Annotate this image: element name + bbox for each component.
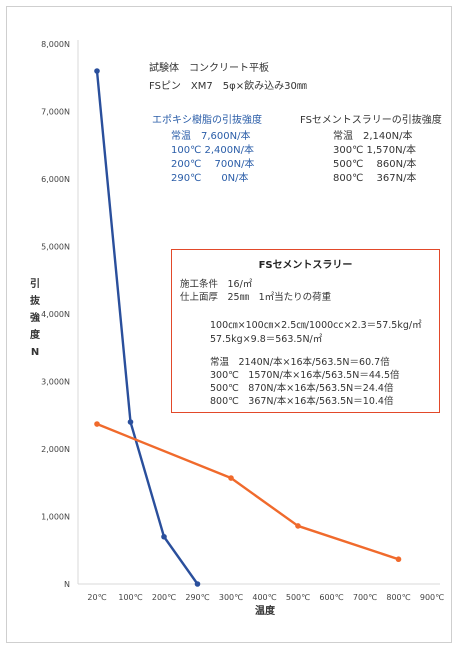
box-title: FSセメントスラリー: [258, 260, 353, 271]
cement-title: FSセメントスラリーの引抜強度: [300, 115, 442, 126]
data-point: [295, 523, 301, 529]
x-tick-label: 900℃: [420, 593, 444, 602]
box-line: 仕上面厚 25㎜ 1㎡当たりの荷重: [180, 292, 332, 303]
x-tick-label: 20℃: [87, 593, 106, 602]
x-tick-labels: 20℃ 100℃ 200℃ 290℃ 300℃ 400℃ 500℃ 600℃ 700℃ 800℃ 9…: [87, 593, 444, 602]
data-point: [395, 556, 402, 563]
epoxy-row: 290℃ 0N/本: [171, 173, 249, 184]
cement-row: 800℃ 367N/本: [333, 173, 417, 184]
y-tick-label: 3,000N: [41, 378, 70, 387]
data-point: [161, 533, 167, 540]
x-tick-label: 600℃: [319, 593, 343, 602]
epoxy-row: 100℃ 2,400N/本: [171, 145, 254, 156]
x-tick-label: 500℃: [286, 593, 310, 602]
y-tick-label: 8,000N: [41, 40, 70, 49]
box-line: 57.5kg×9.8＝563.5N/㎡: [210, 334, 323, 345]
data-point: [228, 475, 234, 481]
x-tick-label: 300℃: [219, 593, 243, 602]
y-tick-label: 6,000N: [41, 175, 70, 184]
box-line: 常温 2140N/本×16本/563.5N＝60.7倍: [210, 357, 390, 368]
series-group: [94, 68, 402, 587]
y-tick-label: 5,000N: [41, 243, 70, 252]
y-tick-labels: N 1,000N 2,000N 3,000N 4,000N 5,000N 6,000N 7,0…: [41, 40, 70, 589]
series-line-2: [96, 422, 399, 561]
x-tick-label: 700℃: [353, 593, 377, 602]
box-line: 500℃ 870N/本×16本/563.5N＝24.4倍: [210, 383, 394, 394]
y-tick-label: 4,000N: [41, 310, 70, 319]
data-point: [94, 68, 100, 74]
data-point: [194, 581, 201, 587]
cement-row: 500℃ 860N/本: [333, 159, 417, 170]
x-tick-label: 100℃: [118, 593, 142, 602]
box-line: 施工条件 16/㎡: [180, 279, 253, 290]
header-line-1: 試験体 コンクリート平板: [149, 63, 269, 74]
x-tick-label: 400℃: [252, 593, 276, 602]
x-axis-title: 温度: [255, 604, 276, 617]
y-axis-title-char: 引: [30, 279, 40, 290]
fs-cement-slurry-box: FSセメントスラリー 施工条件 16/㎡ 仕上面厚 25㎜ 1㎡当たりの荷重 1…: [171, 249, 440, 413]
data-point: [127, 419, 134, 425]
y-axis-title-char: 強: [30, 313, 40, 324]
y-tick-label: 7,000N: [41, 108, 70, 117]
y-axis-title-char: N: [30, 347, 40, 358]
y-tick-label: N: [64, 580, 70, 589]
cement-row: 常温 2,140N/本: [333, 131, 413, 142]
data-point: [94, 421, 100, 427]
y-tick-label: 1,000N: [41, 513, 70, 522]
box-line: 100㎝×100㎝×2.5㎝/1000cc×2.3＝57.5kg/㎡: [210, 320, 422, 331]
box-line: 800℃ 367N/本×16本/563.5N＝10.4倍: [210, 396, 394, 407]
x-tick-label: 800℃: [386, 593, 410, 602]
epoxy-title: エポキシ樹脂の引抜強度: [152, 115, 262, 126]
y-tick-label: 2,000N: [41, 445, 70, 454]
cement-row: 300℃ 1,570N/本: [333, 145, 416, 156]
header-line-2: FSピン XM7 5φ×飲み込み30㎜: [149, 81, 307, 92]
x-tick-label: 290℃: [185, 593, 209, 602]
series-line-1: [95, 70, 199, 585]
x-tick-label: 200℃: [152, 593, 176, 602]
y-axis-title-char: 度: [30, 330, 40, 341]
epoxy-row: 常温 7,600N/本: [171, 131, 251, 142]
box-line: 300℃ 1570N/本×16本/563.5N＝44.5倍: [210, 370, 400, 381]
y-axis-title-char: 抜: [30, 296, 40, 307]
epoxy-row: 200℃ 700N/本: [171, 159, 255, 170]
